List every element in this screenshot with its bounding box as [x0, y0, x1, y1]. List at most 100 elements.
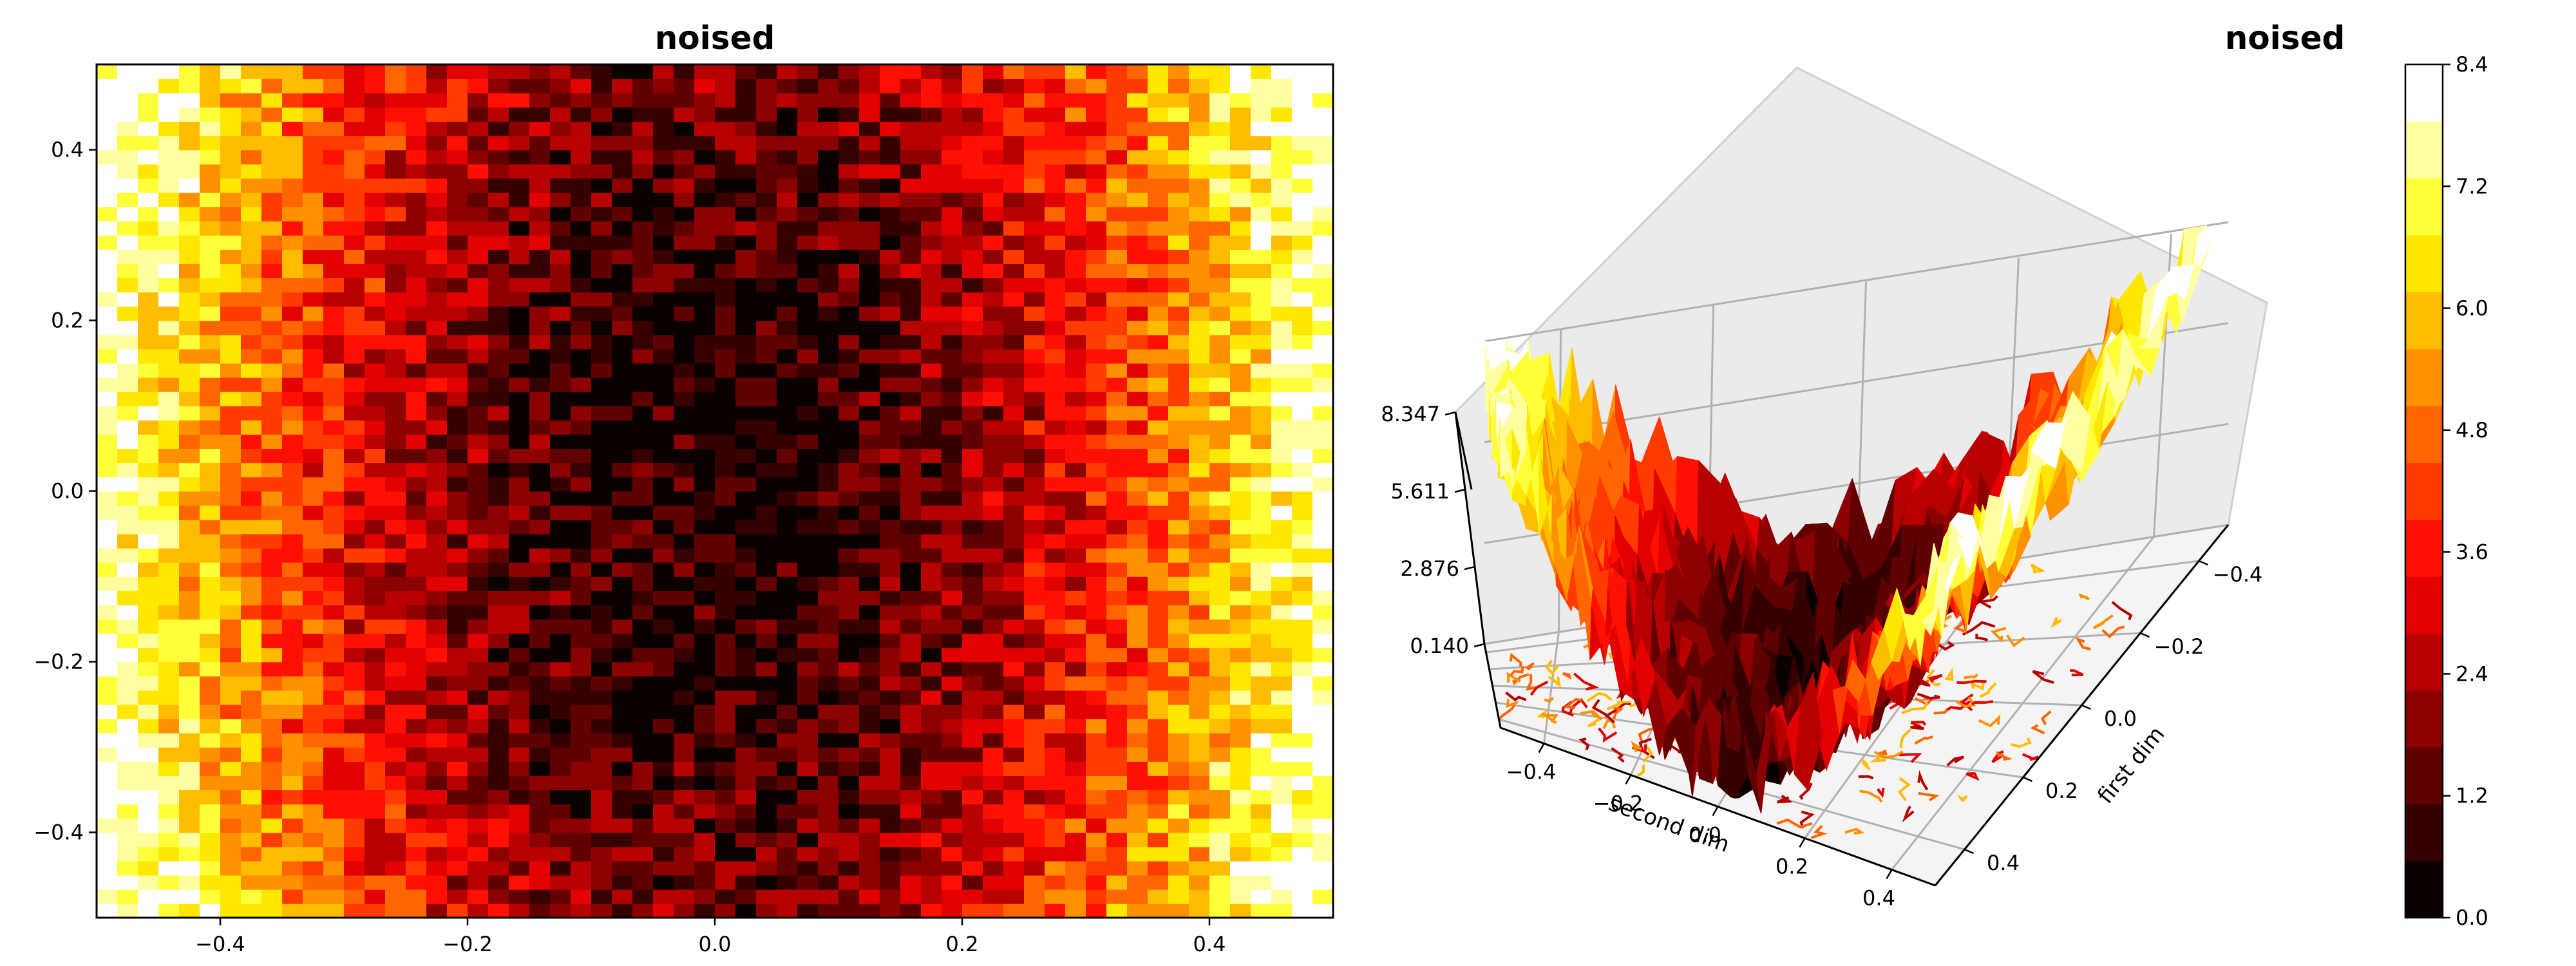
- contour-cell: [1106, 391, 1128, 406]
- contour-cell: [756, 391, 777, 406]
- contour-cell: [529, 249, 551, 264]
- contour-cell: [220, 718, 242, 734]
- contour-cell: [1065, 775, 1086, 791]
- contour-cell: [571, 192, 592, 207]
- contour-cell: [220, 462, 242, 478]
- contour-cell: [200, 377, 221, 392]
- contour-cell: [1086, 79, 1107, 93]
- contour-cell: [220, 406, 242, 421]
- contour-cell: [468, 619, 489, 634]
- contour-cell: [1045, 804, 1066, 819]
- contour-cell: [447, 619, 468, 634]
- contour-cell: [1251, 761, 1272, 776]
- contour-cell: [179, 860, 200, 876]
- contour-cell: [1292, 775, 1313, 791]
- contour-cell: [1168, 363, 1189, 378]
- contour-cell: [653, 775, 674, 791]
- contour-cell: [674, 704, 695, 719]
- contour-cell: [777, 306, 798, 321]
- contour-cell: [818, 591, 839, 605]
- contour-cell: [1024, 292, 1045, 307]
- contour-cell: [1189, 875, 1210, 890]
- contour-cell: [509, 420, 530, 435]
- contour-cell: [797, 647, 819, 663]
- contour-cell: [838, 519, 860, 535]
- contour-cell: [983, 790, 1004, 805]
- contour-cell: [488, 533, 509, 549]
- contour-cell: [365, 576, 386, 591]
- contour-cell: [220, 135, 242, 151]
- contour-cell: [138, 732, 159, 748]
- contour-cell: [1148, 889, 1169, 904]
- contour-cell: [200, 306, 221, 321]
- contour-cell: [1065, 420, 1086, 435]
- contour-cell: [1106, 690, 1128, 705]
- contour-cell: [653, 434, 674, 450]
- contour-cell: [406, 505, 427, 520]
- contour-cell: [983, 846, 1004, 862]
- contour-cell: [488, 406, 509, 421]
- contour-cell: [179, 889, 200, 904]
- contour-cell: [1024, 320, 1045, 336]
- contour-cell: [468, 860, 489, 876]
- contour-cell: [282, 79, 303, 93]
- contour-cell: [200, 690, 221, 705]
- contour-cell: [426, 889, 448, 904]
- contour-cell: [632, 263, 654, 279]
- contour-cell: [468, 278, 489, 293]
- contour-cell: [220, 889, 242, 904]
- contour-cell: [1292, 292, 1313, 307]
- contour-cell: [694, 320, 715, 336]
- contour-cell: [550, 576, 571, 591]
- contour-cell: [921, 591, 942, 605]
- contour-cell: [1106, 889, 1128, 904]
- contour-cell: [612, 718, 633, 734]
- contour-cell: [962, 391, 983, 406]
- contour-cell: [1271, 761, 1293, 776]
- contour-cell: [1251, 235, 1272, 250]
- contour-cell: [674, 377, 695, 392]
- contour-cell: [426, 591, 448, 605]
- contour-cell: [797, 306, 819, 321]
- contour-cell: [983, 220, 1004, 236]
- contour-cell: [694, 491, 715, 506]
- contour-cell: [117, 747, 138, 762]
- contour-cell: [200, 619, 221, 634]
- contour-cell: [1292, 519, 1313, 535]
- contour-cell: [900, 605, 922, 620]
- contour-cell: [1209, 292, 1231, 307]
- y-tick-label: 0.0: [51, 479, 84, 504]
- contour-cell: [241, 804, 262, 819]
- contour-cell: [406, 292, 427, 307]
- contour-cell: [1106, 107, 1128, 122]
- contour-cell: [1024, 505, 1045, 520]
- contour-cell: [529, 775, 551, 791]
- contour-cell: [571, 249, 592, 264]
- contour-cell: [447, 79, 468, 93]
- contour-cell: [529, 690, 551, 705]
- contour-cell: [818, 491, 839, 506]
- contour-cell: [1024, 519, 1045, 535]
- contour-cell: [200, 875, 221, 890]
- contour-cell: [1292, 846, 1313, 862]
- contour-cell: [303, 348, 324, 364]
- contour-cell: [1024, 93, 1045, 108]
- contour-cell: [220, 903, 242, 918]
- contour-cell: [426, 505, 448, 520]
- contour-cell: [1209, 547, 1231, 563]
- contour-cell: [1003, 348, 1025, 364]
- contour-cell: [1312, 391, 1333, 406]
- floor-contour-segment: [1777, 794, 1793, 804]
- contour-cell: [735, 818, 757, 833]
- contour-cell: [365, 846, 386, 862]
- contour-cell: [220, 647, 242, 663]
- contour-cell: [591, 605, 612, 620]
- contour-cell: [962, 718, 983, 734]
- contour-cell: [797, 178, 819, 193]
- contour-cell: [962, 775, 983, 791]
- contour-cell: [323, 547, 345, 563]
- contour-cell: [1148, 519, 1169, 535]
- contour-cell: [406, 704, 427, 719]
- contour-cell: [1106, 377, 1128, 392]
- contour-cell: [385, 278, 406, 293]
